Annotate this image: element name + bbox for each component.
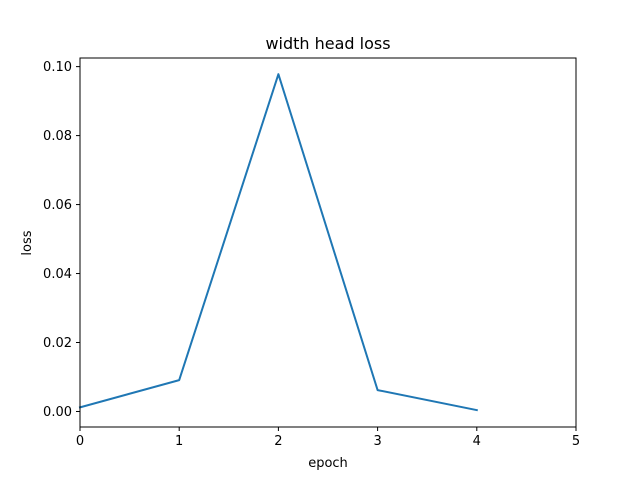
x-tick-label: 3 <box>373 434 381 449</box>
y-tick-label: 0.08 <box>43 129 72 144</box>
x-tick-label: 0 <box>76 434 84 449</box>
y-tick-label: 0.02 <box>43 336 72 351</box>
x-tick-label: 2 <box>274 434 282 449</box>
plot-background <box>80 58 576 427</box>
y-axis-label: loss <box>20 230 35 255</box>
x-tick-label: 1 <box>175 434 183 449</box>
y-tick-label: 0.00 <box>43 405 72 420</box>
y-tick-label: 0.04 <box>43 267 72 282</box>
x-tick-label: 5 <box>572 434 580 449</box>
plot-area <box>78 57 577 428</box>
y-axis-ticks: 0.00 0.02 0.04 0.06 0.08 0.10 <box>43 60 80 420</box>
series-line <box>78 73 478 412</box>
y-tick-label: 0.06 <box>43 198 72 213</box>
x-axis-label: epoch <box>308 456 348 471</box>
y-tick-label: 0.10 <box>43 60 72 75</box>
x-axis-ticks: 0 1 2 3 4 5 <box>76 427 580 449</box>
chart-title: width head loss <box>265 34 390 53</box>
plot-frame <box>79 57 577 428</box>
x-tick-label: 4 <box>473 434 481 449</box>
